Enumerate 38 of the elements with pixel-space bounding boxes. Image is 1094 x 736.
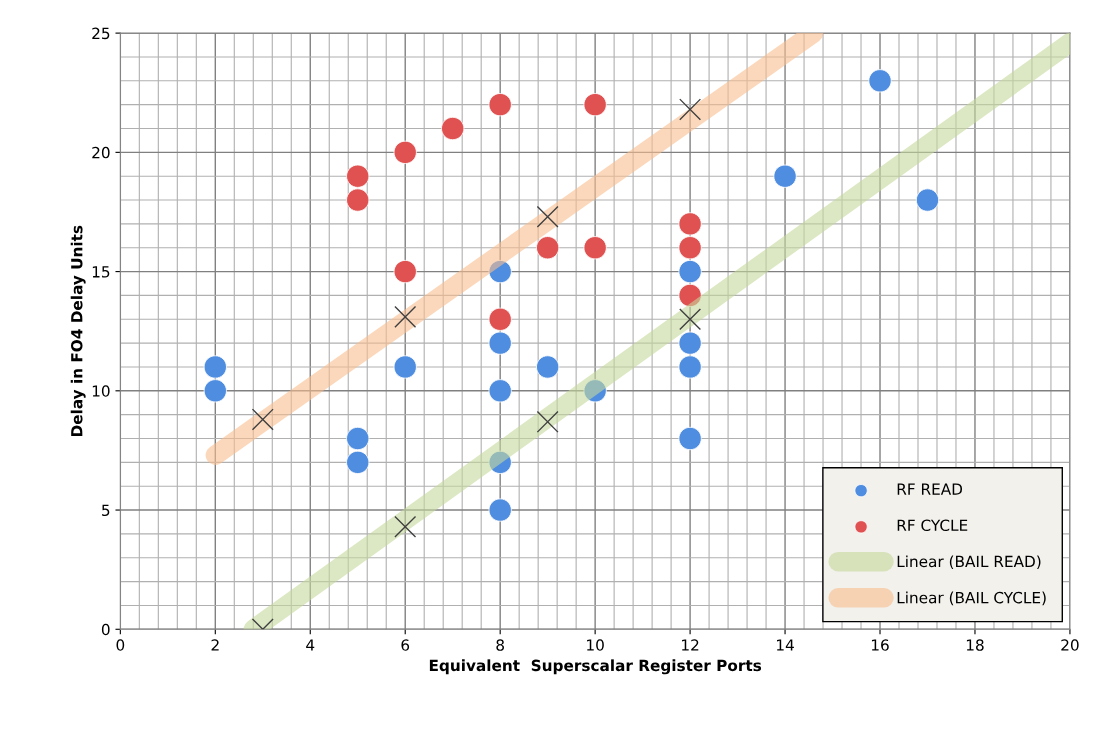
point [251, 408, 274, 431]
point [536, 205, 559, 228]
x-tick-label: 14 [777, 639, 794, 651]
point [679, 308, 702, 331]
y-tick-label: 20 [92, 146, 110, 159]
x-tick-label: 8 [496, 639, 504, 651]
x-tick-label: 16 [871, 639, 889, 651]
x-tick-label: 12 [682, 639, 699, 651]
x-axis-title: Equivalent Superscalar Register Ports [429, 659, 762, 675]
x-tick-label: 10 [587, 639, 604, 651]
point [678, 283, 702, 308]
y-tick-label: 15 [92, 266, 110, 278]
point [394, 305, 417, 328]
point [346, 164, 370, 188]
x-tick-label: 4 [306, 639, 315, 651]
point [536, 355, 560, 379]
point [868, 69, 892, 93]
legend-label: Linear (BAIL READ) [897, 555, 1041, 570]
x-tick-label: 6 [401, 639, 410, 651]
x-tick-label: 0 [116, 639, 125, 651]
point [679, 98, 702, 121]
point [536, 410, 559, 433]
point [583, 379, 607, 403]
legend-label: Linear (BAIL CYCLE) [897, 591, 1046, 606]
point [773, 164, 797, 188]
legend-label: RF READ [897, 483, 963, 495]
x-tick-label: 18 [966, 639, 984, 651]
x-tick-label: 20 [1061, 639, 1079, 651]
x-tick-label: 2 [211, 639, 219, 651]
point [394, 515, 417, 538]
legend-label: RF CYCLE [897, 519, 968, 532]
y-axis-title: Delay in FO4 Delay Units [70, 225, 86, 437]
y-tick-label: 5 [102, 504, 110, 517]
y-tick-label: 25 [92, 27, 110, 40]
y-tick-label: 10 [92, 385, 110, 397]
y-tick-label: 0 [101, 623, 110, 636]
point [441, 116, 465, 141]
point [488, 379, 512, 403]
